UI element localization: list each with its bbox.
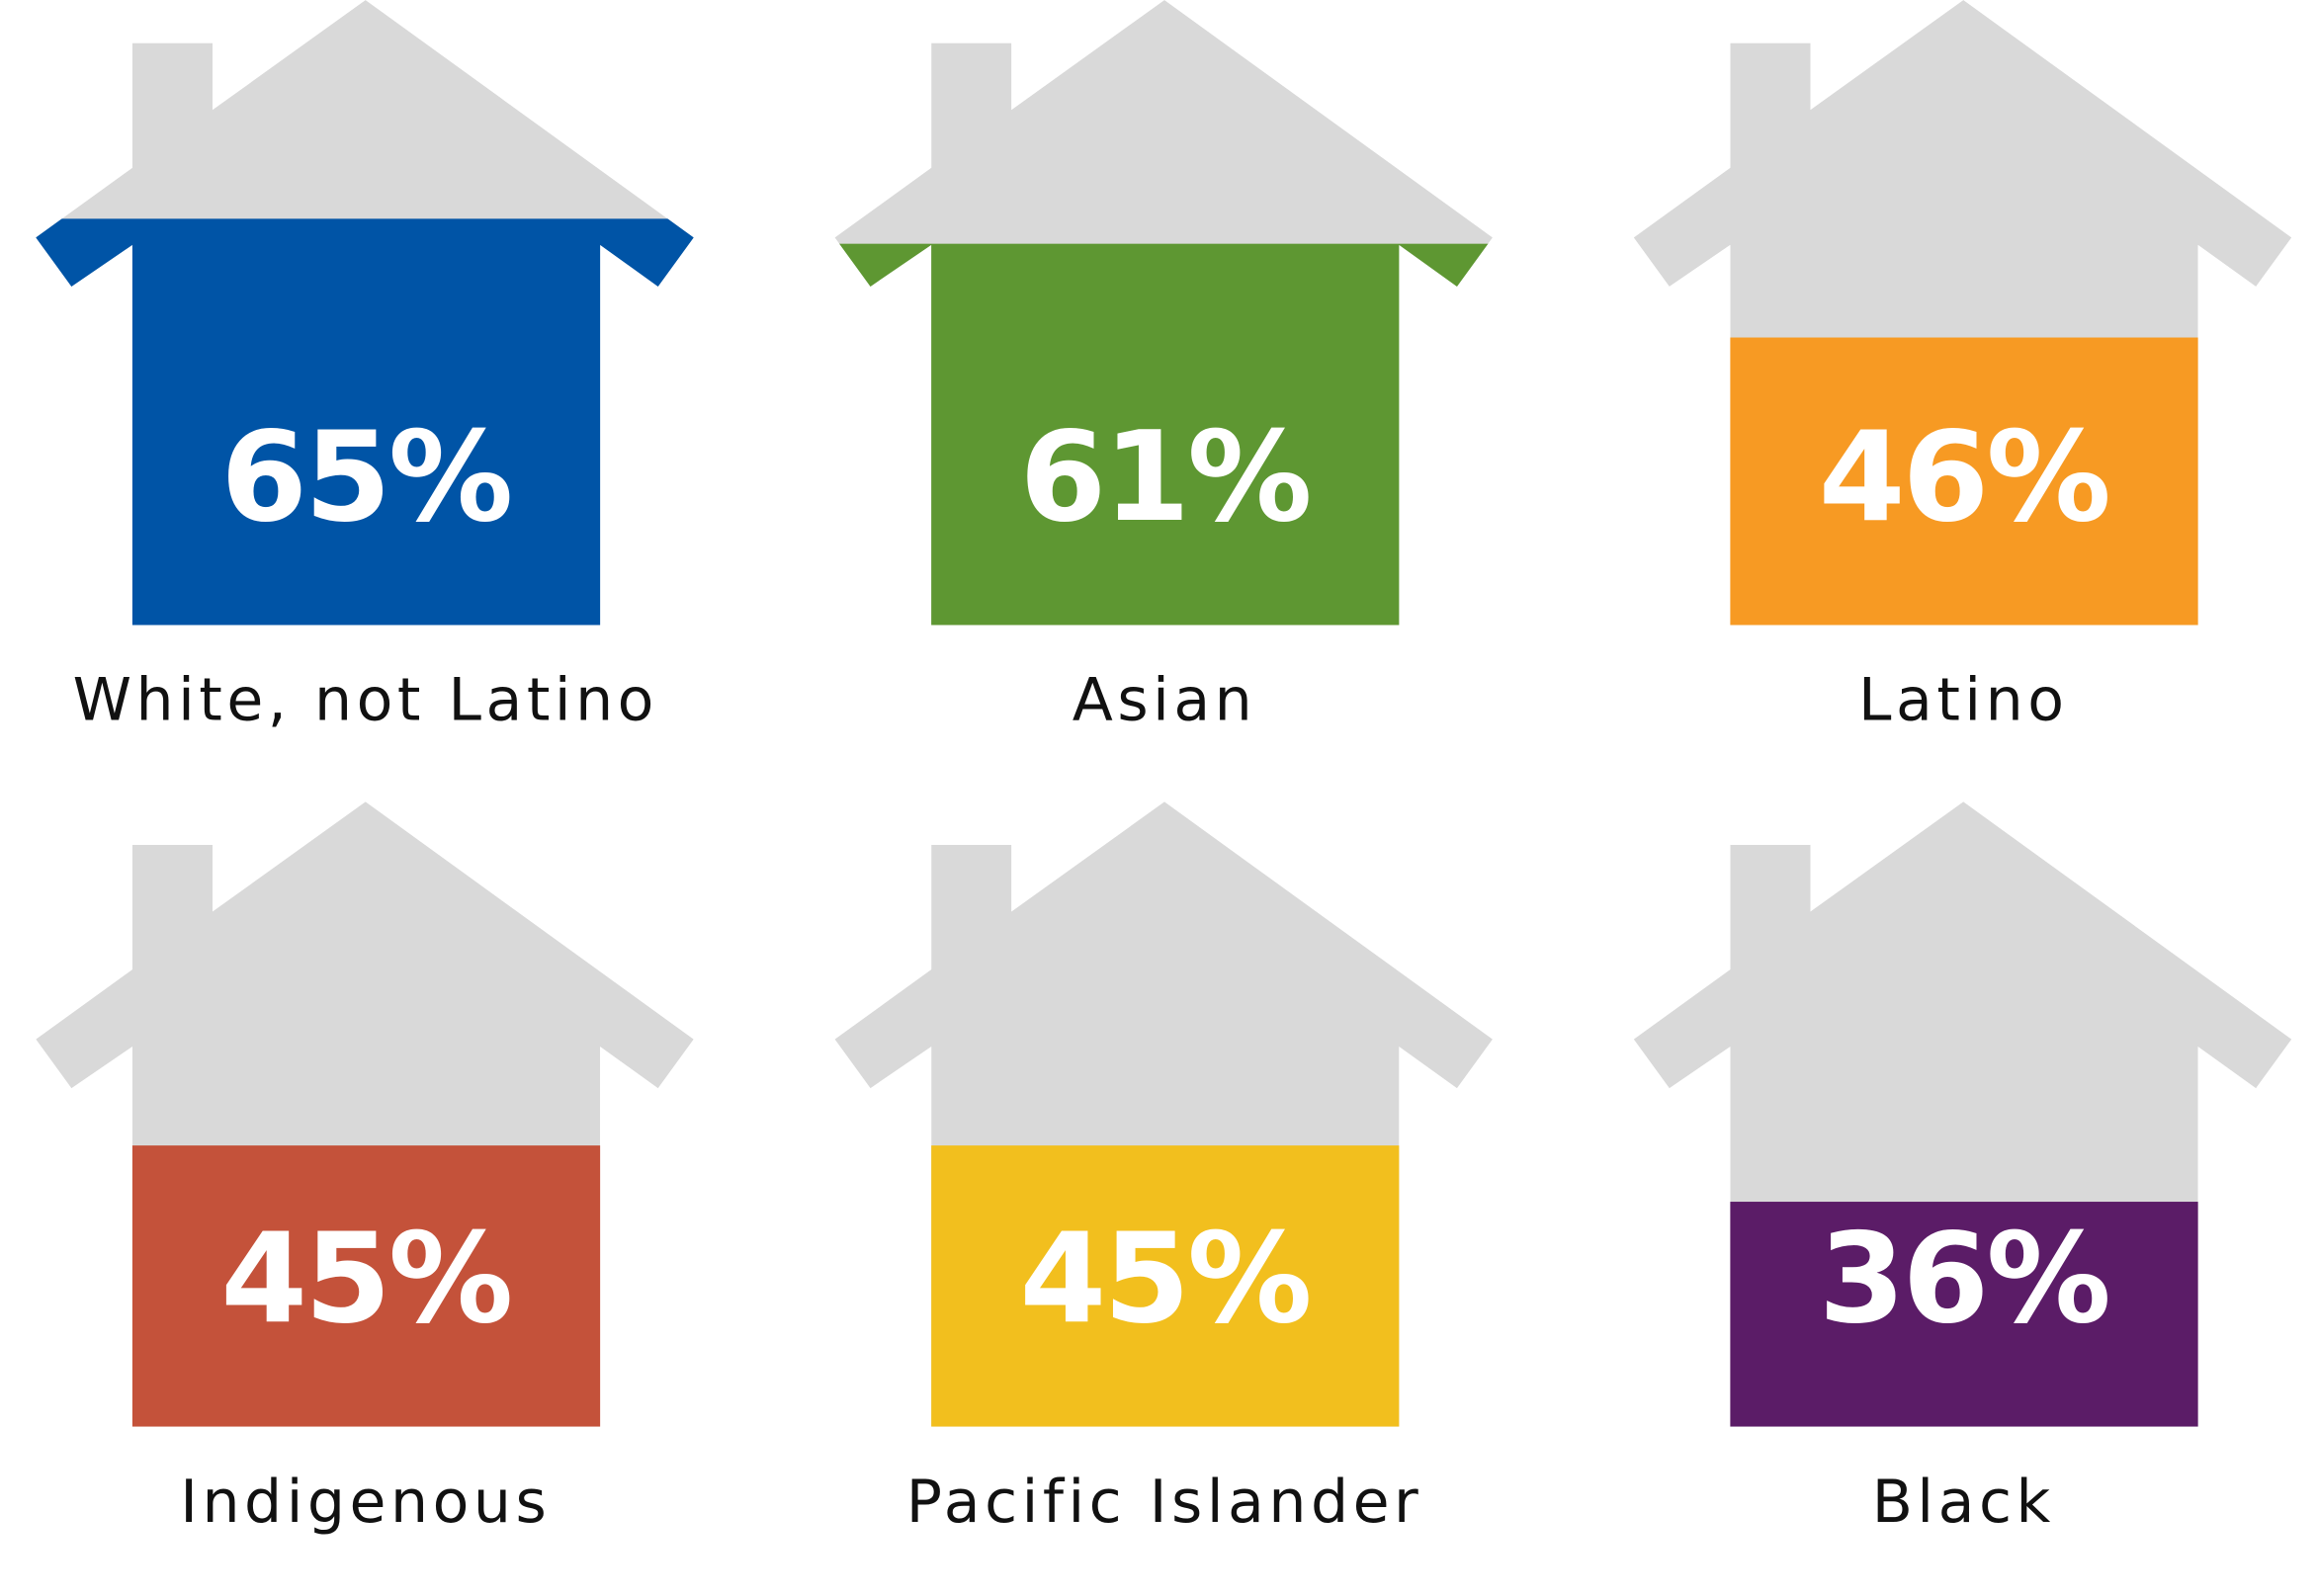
house: [1633, 801, 2292, 1427]
house-fill: [1633, 1202, 2292, 1427]
house-fill: [1633, 337, 2292, 626]
house-fill: [834, 1145, 1494, 1427]
house: [36, 801, 694, 1427]
house-fill: [36, 1145, 694, 1427]
house: [1633, 0, 2292, 626]
category-label: Indigenous: [180, 1468, 551, 1537]
category-label: Pacific Islander: [906, 1468, 1423, 1537]
house: [36, 0, 694, 626]
house-fill: [36, 218, 694, 626]
category-label: Latino: [1858, 666, 2068, 735]
value-label: 46%: [1819, 404, 2108, 549]
house: [834, 0, 1494, 626]
category-label: White, not Latino: [73, 666, 658, 735]
value-label: 61%: [1019, 404, 1309, 549]
value-label: 36%: [1819, 1206, 2108, 1351]
value-label: 45%: [220, 1206, 510, 1351]
category-label: Black: [1872, 1468, 2055, 1537]
value-label: 45%: [1019, 1206, 1309, 1351]
category-label: Asian: [1073, 666, 1257, 735]
value-label: 65%: [220, 404, 510, 549]
house-fill: [834, 243, 1494, 626]
house: [834, 801, 1494, 1427]
